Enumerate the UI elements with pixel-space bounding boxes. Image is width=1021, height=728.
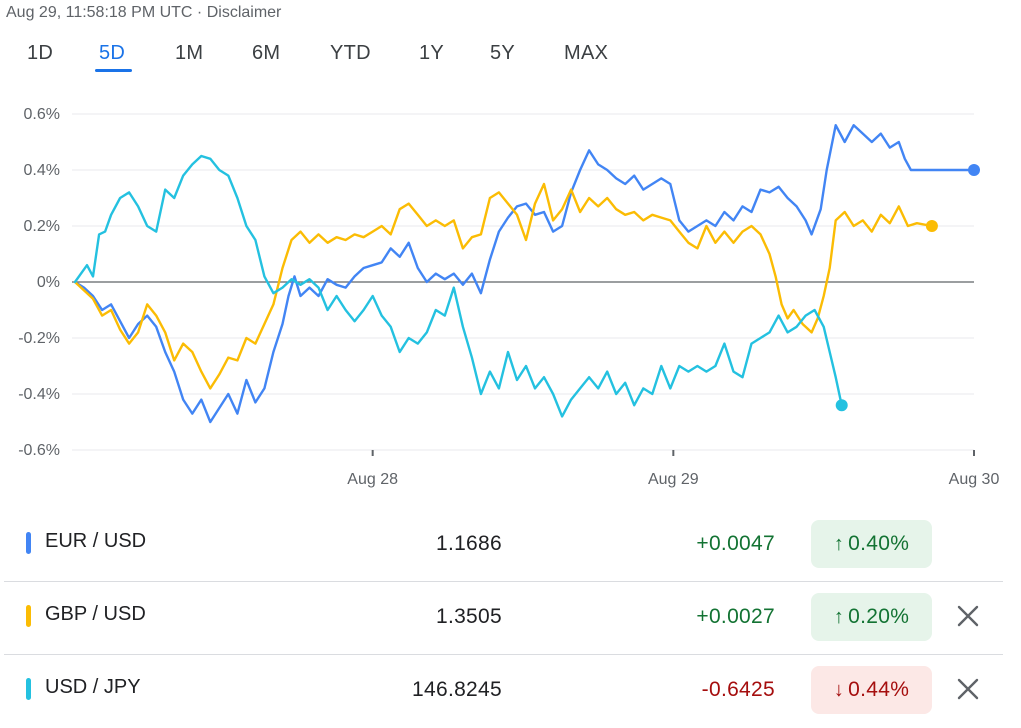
tab-max[interactable]: MAX	[564, 42, 609, 64]
arrow-up-icon: ↑	[833, 532, 845, 555]
series-color-swatch	[26, 605, 31, 627]
change-value: -0.6425	[701, 678, 775, 701]
remove-comparison-close-icon[interactable]	[954, 675, 982, 703]
arrow-down-icon: ↓	[833, 678, 845, 701]
timestamp: Aug 29, 11:58:18 PM UTC	[6, 4, 193, 21]
pair-name: GBP / USD	[45, 603, 146, 625]
change-value: +0.0027	[696, 605, 775, 628]
y-tick-label: 0.6%	[24, 106, 60, 123]
quote-row-eurusd[interactable]: EUR / USD 1.1686 +0.0047 ↑ 0.40%	[0, 508, 1005, 581]
y-tick-label: 0.2%	[24, 218, 60, 235]
series-color-swatch	[26, 678, 31, 700]
percent-change-value: 0.40%	[848, 532, 910, 555]
change-value: +0.0047	[696, 532, 775, 555]
row-divider	[4, 654, 1003, 655]
y-tick-label: -0.4%	[18, 386, 60, 403]
series-end-point	[835, 399, 848, 412]
series-color-swatch	[26, 532, 31, 554]
pair-name: EUR / USD	[45, 530, 147, 552]
quote-row-gbpusd[interactable]: GBP / USD 1.3505 +0.0027 ↑ 0.20%	[0, 581, 1005, 654]
active-tab-indicator	[95, 69, 132, 72]
tab-5y[interactable]: 5Y	[490, 42, 516, 64]
tab-1m[interactable]: 1M	[175, 42, 204, 64]
y-tick-label: -0.2%	[18, 330, 60, 347]
tab-1d[interactable]: 1D	[27, 42, 54, 64]
series-line-eur-usd	[73, 124, 976, 424]
price-value: 146.8245	[412, 678, 502, 701]
percent-change-badge: ↑ 0.40%	[811, 520, 932, 568]
tab-6m[interactable]: 6M	[252, 42, 281, 64]
x-tick-label: Aug 30	[949, 471, 1000, 488]
x-tick-label: Aug 29	[648, 471, 699, 488]
price-chart[interactable]: 0.6% 0.4% 0.2% 0% -0.2% -0.4% -0.6% Aug 28 Aug 2…	[0, 90, 1021, 500]
series-line-gbp-usd	[73, 182, 934, 390]
arrow-up-icon: ↑	[833, 605, 845, 628]
tab-5d[interactable]: 5D	[99, 42, 126, 64]
price-value: 1.1686	[435, 532, 502, 555]
pair-name: USD / JPY	[45, 676, 141, 698]
y-tick-label: -0.6%	[18, 442, 60, 459]
series-end-point	[925, 220, 938, 232]
range-tabs: 1D 5D 1M 6M YTD 1Y 5Y MAX	[0, 40, 1021, 76]
y-tick-label: 0%	[37, 274, 60, 291]
x-tick-label: Aug 28	[347, 471, 398, 488]
price-value: 1.3505	[435, 605, 502, 628]
percent-change-value: 0.20%	[848, 605, 910, 628]
percent-change-badge: ↑ 0.20%	[811, 593, 932, 641]
quote-row-usdjpy[interactable]: USD / JPY 146.8245 -0.6425 ↓ 0.44%	[0, 654, 1005, 727]
remove-comparison-close-icon[interactable]	[954, 602, 982, 630]
tab-1y[interactable]: 1Y	[419, 42, 445, 64]
header-separator: ·	[196, 4, 203, 21]
percent-change-value: 0.44%	[848, 678, 910, 701]
series-line-usd-jpy	[73, 154, 843, 418]
disclaimer-link[interactable]: Disclaimer	[206, 4, 282, 21]
series-end-point	[968, 164, 980, 176]
tab-ytd[interactable]: YTD	[330, 42, 371, 64]
row-divider	[4, 581, 1003, 582]
percent-change-badge: ↓ 0.44%	[811, 666, 932, 714]
y-tick-label: 0.4%	[24, 162, 60, 179]
chart-header: Aug 29, 11:58:18 PM UTC · Disclaimer	[6, 4, 281, 22]
